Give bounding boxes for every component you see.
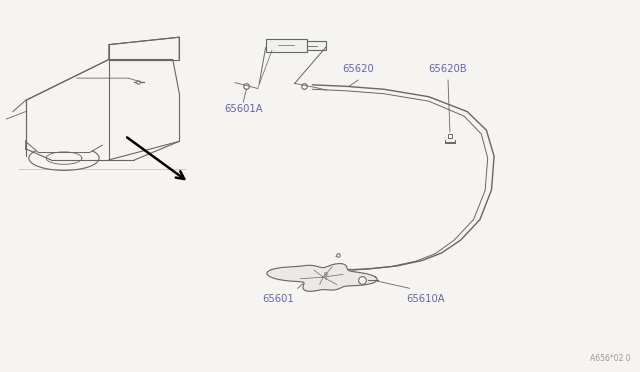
Polygon shape [267,264,377,291]
Text: 65620B: 65620B [429,64,467,74]
FancyBboxPatch shape [266,39,307,52]
FancyBboxPatch shape [307,41,326,50]
Text: 65620: 65620 [342,64,374,74]
Text: 65601: 65601 [262,294,294,304]
Text: 65610A: 65610A [406,294,445,304]
Text: illi: illi [324,272,329,277]
Text: 65601A: 65601A [224,104,262,114]
Text: lll: lll [324,277,328,281]
Text: A656*02 0: A656*02 0 [590,354,630,363]
